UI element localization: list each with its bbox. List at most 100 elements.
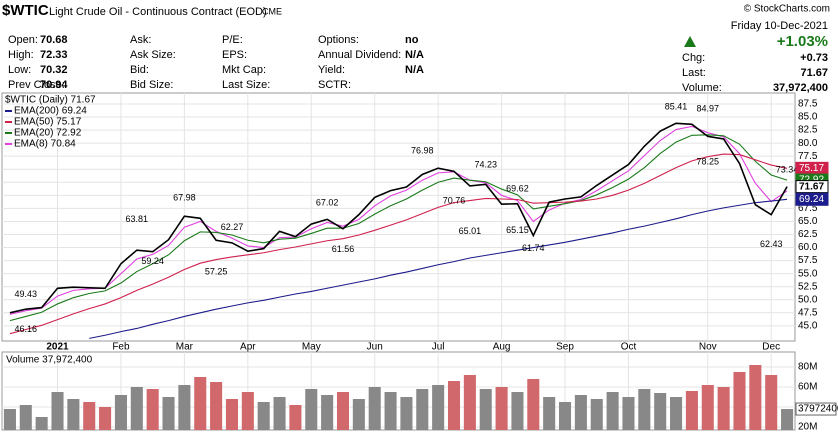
volume-bar	[638, 389, 651, 430]
volume-bar	[83, 402, 96, 430]
exchange: CME	[262, 6, 282, 16]
y-tick-label: 20M	[798, 422, 817, 433]
volume-bar	[622, 397, 635, 430]
volume-bar	[210, 382, 223, 430]
y-tick-label: 47.5	[798, 307, 818, 318]
volume-bar	[606, 392, 619, 430]
y-tick-label: 62.5	[798, 229, 818, 240]
volume-bar	[321, 395, 334, 430]
series-line	[9, 122, 788, 314]
y-tick-label: 80.0	[798, 138, 818, 149]
last-label: Last:	[682, 67, 706, 79]
quote-label: SCTR:	[318, 79, 351, 91]
volume-bar	[3, 409, 16, 430]
volume-bar	[99, 407, 112, 430]
price-annotation: 62.27	[221, 222, 244, 232]
change-pct: +1.03%	[777, 33, 828, 50]
volume-value: 37,972,400	[773, 82, 828, 94]
quote-value: N/A	[405, 49, 424, 61]
quote-value: 72.33	[40, 49, 68, 61]
value-tag-label: 71.67	[799, 181, 824, 192]
y-tick-label: 85.0	[798, 112, 818, 123]
price-annotation: 46.16	[15, 324, 38, 334]
series-line	[9, 153, 788, 335]
volume-bar	[432, 385, 445, 430]
chg-label: Chg:	[682, 52, 705, 64]
series-line	[89, 198, 788, 339]
y-tick-label: 55.0	[798, 268, 818, 279]
legend-label: EMA(20) 72.92	[14, 128, 82, 139]
y-tick-label: 67.5	[798, 203, 818, 214]
price-annotation: 73.34	[776, 164, 799, 174]
volume-bar	[749, 365, 762, 430]
value-tag	[795, 192, 829, 206]
y-tick-label: 45.0	[798, 320, 818, 331]
x-tick-label: Feb	[112, 342, 130, 353]
volume-bar	[257, 402, 270, 430]
quote-label: Mkt Cap:	[222, 64, 266, 76]
price-annotation: 67.98	[173, 192, 196, 202]
price-annotation: 70.76	[443, 196, 466, 206]
volume-bar	[19, 405, 32, 430]
quote-label: Annual Dividend:	[318, 49, 401, 61]
quote-date: Friday 10-Dec-2021	[731, 20, 828, 32]
volume-bar	[733, 372, 746, 430]
x-tick-label: Oct	[621, 342, 637, 353]
y-tick-label: 57.5	[798, 255, 818, 266]
volume-bar	[225, 399, 238, 430]
volume-bar	[479, 389, 492, 430]
volume-bar	[701, 385, 714, 430]
x-tick-label: Jul	[432, 342, 445, 353]
volume-bar	[146, 389, 159, 430]
volume-bar	[352, 399, 365, 430]
quote-label: Bid:	[130, 64, 149, 76]
volume-bar	[781, 409, 794, 430]
volume-bar	[194, 377, 207, 430]
volume-bar	[400, 397, 413, 430]
quote-label: EPS:	[222, 49, 247, 61]
volume-bar	[670, 397, 683, 430]
volume-bar	[447, 381, 461, 430]
quote-value: 70.32	[40, 64, 68, 76]
volume-bar	[416, 389, 429, 430]
price-annotation: 84.97	[697, 104, 720, 114]
price-annotation: 61.74	[522, 243, 545, 253]
price-annotation: 78.25	[697, 157, 720, 167]
x-tick-label: Apr	[240, 342, 256, 353]
x-tick-label: Jun	[367, 342, 383, 353]
quote-label: Bid Size:	[130, 79, 173, 91]
volume-title: Volume 37,972,400	[6, 355, 93, 366]
volume-bar	[765, 375, 778, 430]
chg-value: +0.73	[800, 52, 828, 64]
quote-label: Yield:	[318, 64, 345, 76]
price-annotation: 61.56	[332, 244, 355, 254]
volume-bar	[336, 392, 350, 430]
volume-bar	[590, 399, 603, 430]
volume-tag	[795, 402, 837, 416]
volume-bar	[368, 387, 381, 430]
volume-bar	[495, 387, 508, 430]
x-tick-label: Mar	[176, 342, 194, 353]
volume-bar	[574, 395, 587, 430]
y-tick-label: 60M	[798, 382, 817, 393]
volume-bar	[717, 387, 730, 430]
volume-bar	[559, 402, 572, 430]
price-annotation: 69.62	[506, 184, 529, 194]
x-tick-label: Nov	[699, 342, 717, 353]
quote-label: Prev Close:	[8, 79, 65, 91]
price-annotation: 57.25	[205, 266, 228, 276]
volume-bar	[241, 392, 254, 430]
legend-label: EMA(200) 69.24	[14, 106, 87, 117]
quote-label: High:	[8, 49, 34, 61]
y-tick-label: 82.5	[798, 125, 818, 136]
value-tag-label: 69.24	[799, 194, 824, 205]
volume-bar	[463, 375, 476, 430]
symbol: $WTIC	[2, 2, 49, 19]
y-tick-label: 60.0	[798, 242, 818, 253]
volume-bar	[384, 392, 397, 430]
price-annotation: 74.23	[474, 160, 497, 170]
volume-bar	[273, 397, 286, 430]
y-tick-label: 52.5	[798, 281, 818, 292]
